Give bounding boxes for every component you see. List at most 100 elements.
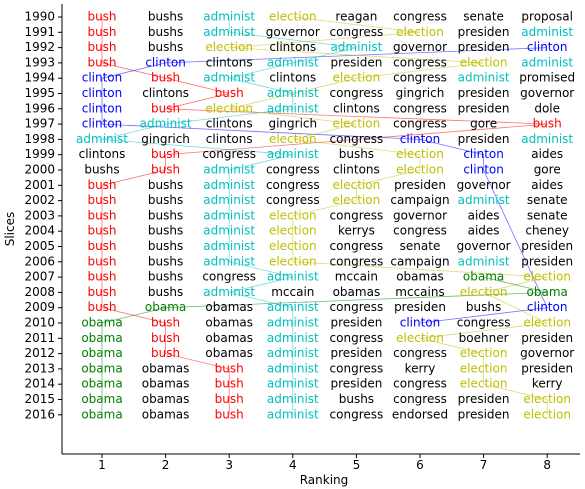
word-cell: bushs — [339, 392, 374, 406]
word-cell: obama — [81, 392, 122, 406]
word-cell: endorsed — [392, 407, 448, 421]
x-tick-label: 6 — [416, 458, 424, 472]
word-cell: administ — [521, 132, 573, 146]
word-cell: election — [396, 25, 444, 39]
y-tick-label: 1990 — [24, 10, 55, 24]
word-cell: congress — [393, 346, 447, 360]
word-cell: presiden — [458, 25, 510, 39]
word-cell: presiden — [394, 178, 446, 192]
trajectory-lines — [101, 16, 549, 415]
word-cell: bush — [151, 71, 180, 85]
word-cell: administ — [267, 270, 319, 284]
word-cell: election — [460, 285, 508, 299]
word-cell: bushs — [148, 224, 183, 238]
word-cell: administ — [458, 71, 510, 85]
word-cell: administ — [76, 132, 128, 146]
x-tick-label: 7 — [480, 458, 488, 472]
word-cell: obama — [81, 331, 122, 345]
word-cell: clinton — [145, 55, 186, 69]
y-tick-label: 1993 — [24, 55, 55, 69]
word-cell: bush — [215, 377, 244, 391]
word-cell: obama — [81, 407, 122, 421]
word-cell: presiden — [330, 55, 382, 69]
word-cell: obama — [145, 300, 186, 314]
word-cell: clinton — [527, 300, 568, 314]
word-cell: obamas — [333, 285, 381, 299]
y-tick-label: 2011 — [24, 331, 55, 345]
word-cell: mccains — [395, 285, 444, 299]
word-cell: kerry — [405, 361, 436, 375]
y-tick-label: 2002 — [24, 193, 55, 207]
word-cell: administ — [267, 361, 319, 375]
word-cell: presiden — [458, 40, 510, 54]
word-cell: governor — [457, 178, 511, 192]
y-tick-label: 2005 — [24, 239, 55, 253]
word-cell: governor — [266, 25, 320, 39]
word-cell: bush — [87, 208, 116, 222]
word-cell: senate — [527, 208, 568, 222]
word-cell: governor — [520, 86, 574, 100]
word-cell: governor — [457, 239, 511, 253]
y-tick-label: 2008 — [24, 285, 55, 299]
word-cell: presiden — [394, 300, 446, 314]
y-tick-label: 2016 — [24, 407, 55, 421]
word-cell: presiden — [330, 377, 382, 391]
x-tick-label: 5 — [353, 458, 361, 472]
word-cell: obamas — [205, 331, 253, 345]
word-cell: administ — [140, 117, 192, 131]
word-cell: bushs — [466, 300, 501, 314]
x-tick-label: 1 — [98, 458, 106, 472]
word-cell: governor — [393, 40, 447, 54]
y-tick-label: 2006 — [24, 254, 55, 268]
word-cell: administ — [267, 377, 319, 391]
word-cell: bushs — [148, 285, 183, 299]
y-tick-label: 1991 — [24, 25, 55, 39]
word-cell: congress — [330, 407, 384, 421]
word-cell: administ — [203, 285, 255, 299]
word-cell: clinton — [400, 316, 441, 330]
trajectory-election — [229, 16, 549, 415]
word-cell: obama — [463, 270, 504, 284]
word-cell: election — [269, 10, 317, 24]
trajectory-obama — [101, 276, 548, 415]
word-cell: bush — [87, 193, 116, 207]
word-cell: obamas — [142, 407, 190, 421]
word-cell: administ — [458, 193, 510, 207]
word-cell: boehner — [459, 331, 509, 345]
word-cell: election — [396, 163, 444, 177]
word-cell: congress — [202, 147, 256, 161]
word-cell: administ — [267, 101, 319, 115]
word-cell: governor — [520, 346, 574, 360]
word-cell: administ — [203, 224, 255, 238]
word-cell: gingrich — [396, 86, 445, 100]
word-cell: congress — [330, 361, 384, 375]
y-tick-label: 1995 — [24, 86, 55, 100]
word-cell: congress — [266, 163, 320, 177]
word-cell: administ — [203, 193, 255, 207]
word-cell: bush — [533, 117, 562, 131]
word-cell: senate — [400, 239, 441, 253]
word-cell: congress — [330, 86, 384, 100]
word-cell: governor — [393, 208, 447, 222]
word-cell: administ — [203, 208, 255, 222]
word-cell: administ — [203, 239, 255, 253]
trajectory-bush — [101, 17, 548, 415]
y-tick-label: 2013 — [24, 361, 55, 375]
word-cell: presiden — [458, 407, 510, 421]
word-cell: cheney — [525, 224, 569, 238]
word-cell: presiden — [330, 346, 382, 360]
word-cell: aides — [468, 224, 500, 238]
word-cell: congress — [330, 25, 384, 39]
word-cell: election — [269, 254, 317, 268]
word-cell: bush — [87, 300, 116, 314]
word-cell: presiden — [458, 101, 510, 115]
y-tick-label: 1996 — [24, 101, 55, 115]
word-cell: election — [523, 407, 571, 421]
word-cell: presiden — [330, 316, 382, 330]
word-cell: clinton — [527, 40, 568, 54]
word-cell: congress — [393, 10, 447, 24]
word-cell: bush — [87, 25, 116, 39]
word-cell: mccain — [335, 270, 378, 284]
word-cell: administ — [267, 407, 319, 421]
word-cell: clintons — [206, 55, 253, 69]
